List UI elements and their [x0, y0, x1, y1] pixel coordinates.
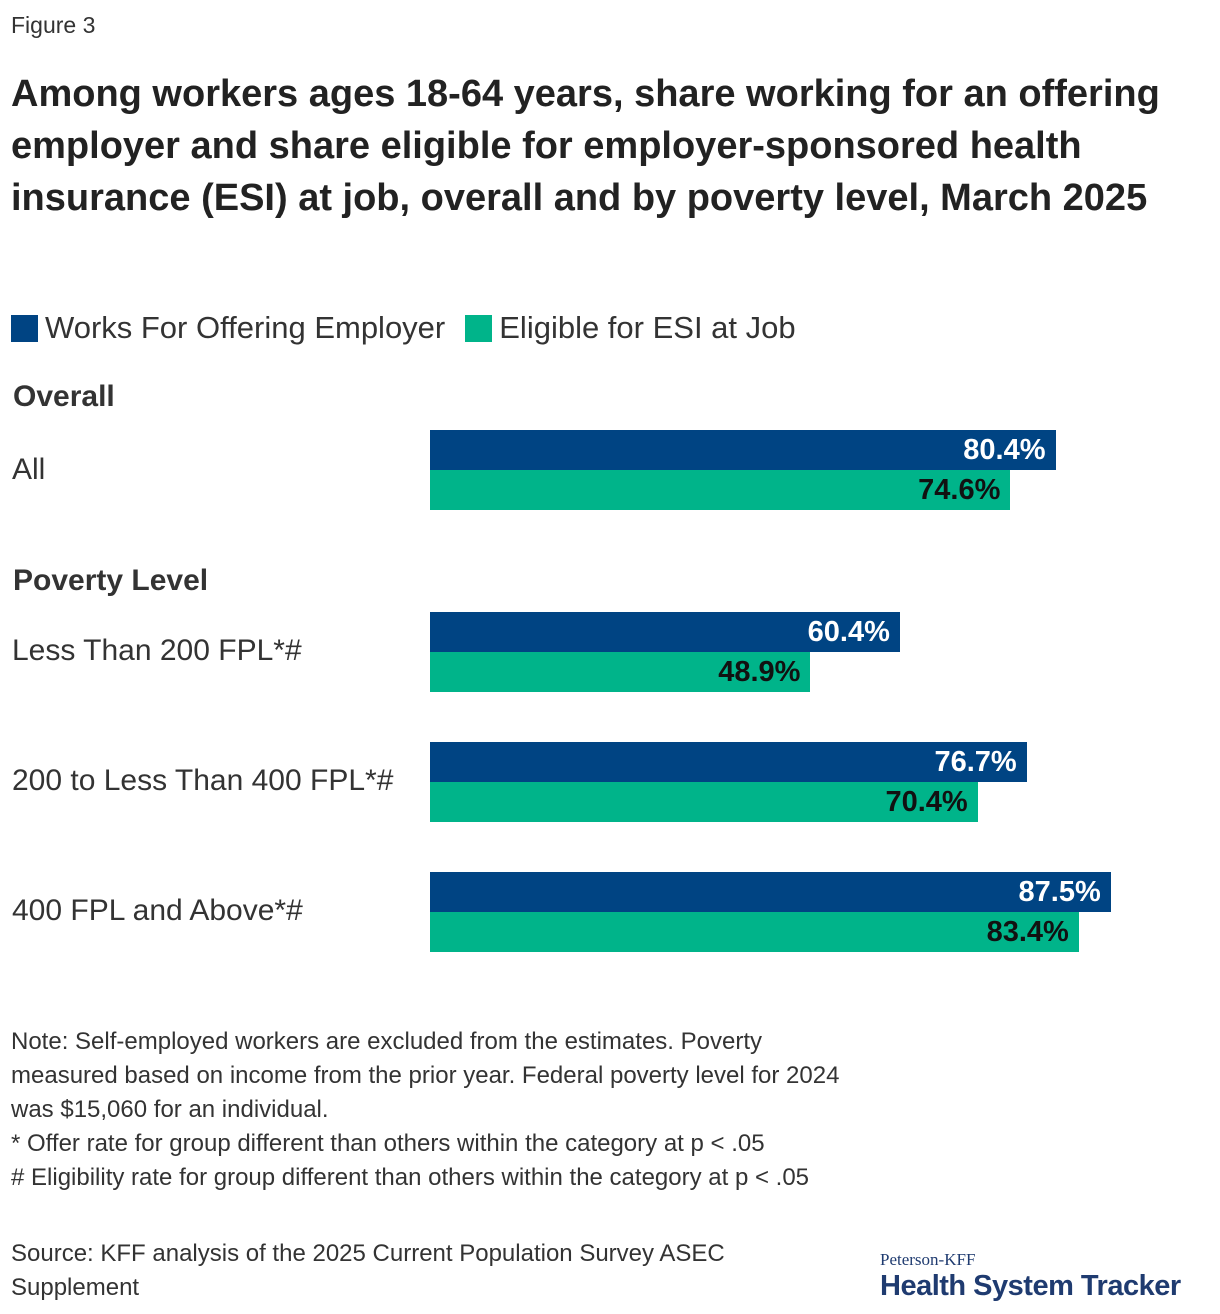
- note-offer-significance: * Offer rate for group different than ot…: [11, 1130, 765, 1157]
- legend-swatch-offer: [11, 314, 38, 342]
- bar-offer-0-value-label: 80.4%: [963, 434, 1046, 466]
- legend-item-offer: Works For Offering Employer: [11, 310, 445, 346]
- bar-offer-0: 80.4%: [430, 430, 1056, 470]
- chart-title: Among workers ages 18-64 years, share wo…: [11, 73, 1160, 219]
- bar-eligible-3-value-label: 83.4%: [986, 916, 1069, 948]
- bar-eligible-0-value-label: 74.6%: [918, 474, 1001, 506]
- bar-offer-2: 76.7%: [430, 742, 1027, 782]
- bar-eligible-2: 70.4%: [430, 782, 978, 822]
- figure-label: Figure 3: [11, 12, 96, 38]
- bar-eligible-3: 83.4%: [430, 912, 1079, 952]
- chart-source: Source: KFF analysis of the 2025 Current…: [11, 1240, 725, 1301]
- logo-health-system-tracker: Health System Tracker: [880, 1270, 1181, 1302]
- bar-offer-2-value-label: 76.7%: [934, 746, 1017, 778]
- bar-eligible-0: 74.6%: [430, 470, 1011, 510]
- bar-offer-3: 87.5%: [430, 872, 1111, 912]
- bar-eligible-1-value-label: 48.9%: [718, 656, 801, 688]
- legend-item-eligible: Eligible for ESI at Job: [465, 310, 796, 346]
- category-label-200-400: 200 to Less Than 400 FPL*#: [12, 764, 394, 797]
- chart-notes: Note: Self-employed workers are excluded…: [11, 1025, 861, 1195]
- group-label-overall: Overall: [13, 380, 115, 413]
- bar-offer-3-value-label: 87.5%: [1018, 876, 1101, 908]
- legend-label-offer: Works For Offering Employer: [45, 310, 446, 345]
- bar-offer-1-value-label: 60.4%: [807, 616, 890, 648]
- health-system-tracker-logo: Peterson-KFF Health System Tracker: [880, 1250, 1181, 1303]
- logo-peterson-kff: Peterson-KFF: [880, 1250, 976, 1269]
- category-label-400-above: 400 FPL and Above*#: [12, 894, 303, 927]
- category-label-all: All: [12, 453, 46, 486]
- legend-swatch-eligible: [465, 314, 493, 342]
- group-label-poverty-level: Poverty Level: [13, 564, 209, 597]
- bar-eligible-2-value-label: 70.4%: [885, 786, 968, 818]
- category-label-lt200: Less Than 200 FPL*#: [12, 634, 302, 667]
- note-main: Note: Self-employed workers are excluded…: [11, 1028, 840, 1123]
- bar-eligible-1: 48.9%: [430, 652, 811, 692]
- legend: Works For Offering Employer Eligible for…: [11, 310, 816, 346]
- note-eligibility-significance: # Eligibility rate for group different t…: [11, 1164, 810, 1191]
- bar-offer-1: 60.4%: [430, 612, 900, 652]
- legend-label-eligible: Eligible for ESI at Job: [499, 310, 796, 345]
